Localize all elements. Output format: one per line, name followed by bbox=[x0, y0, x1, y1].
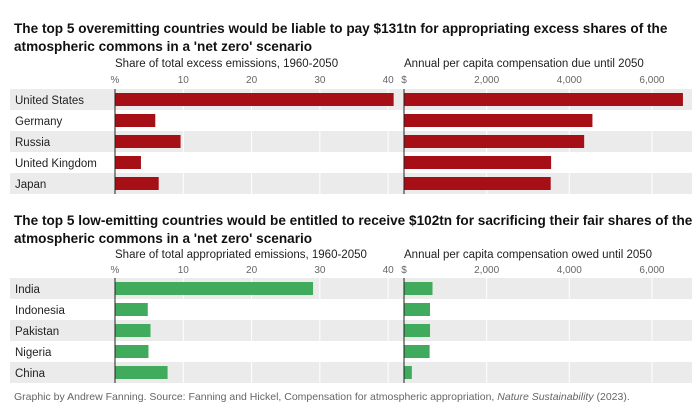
tick-label: 30 bbox=[314, 75, 326, 86]
bar-germany bbox=[404, 114, 593, 127]
bar-pakistan bbox=[404, 324, 431, 337]
tick-label: 10 bbox=[178, 75, 190, 86]
chart-title-low-emitters: The top 5 low-emitting countries would b… bbox=[14, 213, 693, 246]
category-label-pakistan: Pakistan bbox=[15, 326, 59, 338]
panel-subtitle: Annual per capita compensation owed unti… bbox=[404, 249, 652, 261]
caption-journal: Nature Sustainability bbox=[497, 391, 594, 403]
category-label-germany: Germany bbox=[15, 116, 63, 128]
axis-unit-label: $ bbox=[401, 75, 407, 86]
tick-label: 40 bbox=[383, 265, 395, 276]
chart-title-overemitters: The top 5 overemitting countries would b… bbox=[14, 21, 668, 54]
caption-year: (2023). bbox=[593, 391, 630, 403]
bar-china bbox=[404, 366, 412, 379]
bar-united-kingdom bbox=[115, 156, 141, 169]
bar-india bbox=[115, 282, 314, 295]
row-stripe-pakistan bbox=[10, 320, 692, 341]
tick-label: 20 bbox=[246, 75, 258, 86]
category-label-japan: Japan bbox=[15, 179, 46, 191]
tick-label: 4,000 bbox=[557, 265, 582, 276]
category-label-indonesia: Indonesia bbox=[15, 305, 65, 317]
bar-indonesia bbox=[404, 303, 431, 316]
category-label-united-kingdom: United Kingdom bbox=[15, 158, 97, 170]
row-stripe-russia bbox=[10, 131, 692, 152]
category-label-nigeria: Nigeria bbox=[15, 347, 52, 359]
bar-japan bbox=[115, 177, 159, 190]
row-stripe-japan bbox=[10, 173, 692, 194]
bar-nigeria bbox=[115, 345, 149, 358]
bar-united-states bbox=[404, 93, 683, 106]
bar-united-kingdom bbox=[404, 156, 552, 169]
bar-nigeria bbox=[404, 345, 430, 358]
category-label-united-states: United States bbox=[15, 95, 84, 107]
bar-russia bbox=[115, 135, 181, 148]
panel-subtitle: Share of total appropriated emissions, 1… bbox=[115, 249, 367, 261]
axis-unit-label: % bbox=[111, 265, 120, 276]
bar-united-states bbox=[115, 93, 394, 106]
tick-label: 20 bbox=[246, 265, 258, 276]
bar-china bbox=[115, 366, 168, 379]
caption-text: Graphic by Andrew Fanning. Source: Fanni… bbox=[14, 391, 498, 403]
tick-label: 6,000 bbox=[639, 75, 664, 86]
bar-indonesia bbox=[115, 303, 148, 316]
tick-label: 40 bbox=[383, 75, 395, 86]
tick-label: 30 bbox=[314, 265, 326, 276]
bar-russia bbox=[404, 135, 585, 148]
category-label-india: India bbox=[15, 284, 41, 296]
bar-germany bbox=[115, 114, 156, 127]
category-label-russia: Russia bbox=[15, 137, 51, 149]
row-stripe-china bbox=[10, 362, 692, 383]
category-label-china: China bbox=[15, 368, 46, 380]
row-stripe-india bbox=[10, 278, 692, 299]
bar-japan bbox=[404, 177, 551, 190]
tick-label: 4,000 bbox=[557, 75, 582, 86]
tick-label: 2,000 bbox=[474, 75, 499, 86]
panel-subtitle: Annual per capita compensation due until… bbox=[404, 58, 644, 70]
source-caption: Graphic by Andrew Fanning. Source: Fanni… bbox=[14, 391, 694, 403]
tick-label: 10 bbox=[178, 265, 190, 276]
bar-india bbox=[404, 282, 433, 295]
tick-label: 2,000 bbox=[474, 265, 499, 276]
tick-label: 6,000 bbox=[639, 265, 664, 276]
axis-unit-label: $ bbox=[401, 265, 407, 276]
axis-unit-label: % bbox=[111, 75, 120, 86]
panel-subtitle: Share of total excess emissions, 1960-20… bbox=[115, 58, 338, 70]
bar-pakistan bbox=[115, 324, 151, 337]
